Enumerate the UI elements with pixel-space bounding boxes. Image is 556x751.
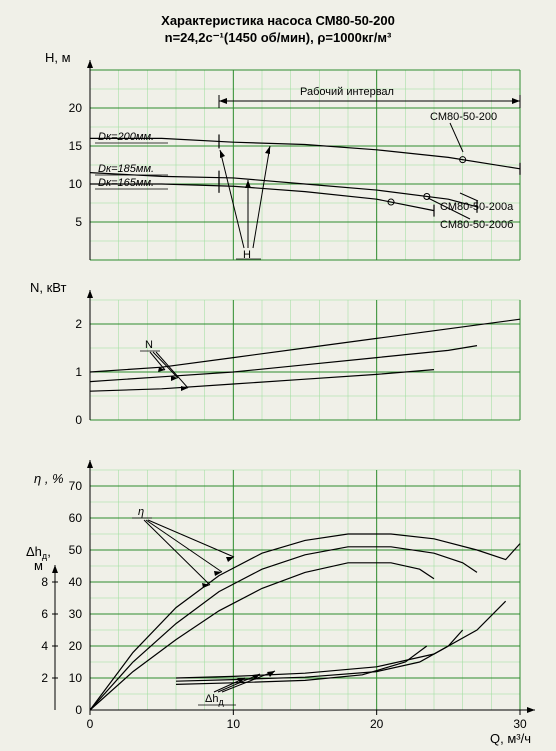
curve-label-200: СМ80-50-200 [430,111,497,123]
svg-text:1: 1 [75,365,82,379]
svg-text:60: 60 [69,511,83,525]
svg-text:10: 10 [69,177,83,191]
power-grid-major-h [90,324,520,420]
eff-grid-minor-v [90,470,520,710]
working-interval-label: Рабочий интервал [300,86,394,98]
svg-text:2: 2 [41,671,48,685]
svg-text:50: 50 [69,543,83,557]
impeller-165: Dк=165мм. [98,177,154,189]
svg-text:10: 10 [69,671,83,685]
svg-text:20: 20 [69,101,83,115]
impeller-200: Dк=200мм. [98,131,154,143]
eta-annot: η [138,506,144,518]
svg-text:10: 10 [227,717,241,731]
power-N-annot: N [145,339,153,351]
svg-text:5: 5 [75,215,82,229]
pump-chart: Характеристика насоса СМ80-50-200 n=24,2… [0,0,556,751]
power-grid-minor-v [90,300,520,420]
power-panel: 0 1 2 N, кВт N [30,280,520,427]
svg-text:0: 0 [75,413,82,427]
svg-text:30: 30 [513,717,527,731]
eta-y-arrow [87,460,93,468]
eta-y-label: η , % [34,471,64,486]
svg-text:8: 8 [41,575,48,589]
eff-grid-minor-h [90,470,520,710]
svg-text:40: 40 [69,575,83,589]
x-label: Q, м³/ч [490,731,531,746]
svg-text:0: 0 [75,703,82,717]
head-grid-minor-h [90,70,520,260]
title-line1: Характеристика насоса СМ80-50-200 [161,13,395,28]
svg-text:6: 6 [41,607,48,621]
head-panel: 5101520 H, м Рабочий интервал Dк=200мм. … [45,50,520,261]
svg-text:0: 0 [87,717,94,731]
head-y-ticks: 5 10 15 20 [69,101,83,229]
svg-text:2: 2 [75,317,82,331]
curve-label-200b: СМ80-50-200б [440,219,513,231]
power-y-arrow [87,290,93,298]
svg-text:70: 70 [69,479,83,493]
head-y-label: H, м [45,50,71,65]
title-line2: n=24,2с⁻¹(1450 об/мин), ρ=1000кг/м³ [165,30,392,45]
svg-text:4: 4 [41,639,48,653]
power-grid-minor-h [90,300,520,420]
impeller-185: Dк=185мм. [98,163,154,175]
chart-svg: Характеристика насоса СМ80-50-200 n=24,2… [0,0,556,751]
power-curves [90,319,520,391]
eff-panel: 010203040506070 η , % 2468 Δhд, м η Δhд [26,460,520,717]
x-ticks: 0 10 20 30 [87,710,527,731]
eff-grid-major-v [90,470,520,710]
curve-label-200a: СМ80-50-200а [440,201,514,213]
svg-text:15: 15 [69,139,83,153]
dh-y-unit: м [34,558,43,573]
svg-text:20: 20 [370,717,384,731]
working-interval: Рабочий интервал [219,86,520,108]
head-y-arrow [87,60,93,68]
power-y-label: N, кВт [30,280,67,295]
svg-text:20: 20 [69,639,83,653]
x-arrow [527,707,535,713]
eta-curves [90,534,520,710]
power-y-ticks: 0 1 2 [75,317,82,427]
svg-text:30: 30 [69,607,83,621]
dh-y-arrow [52,565,58,573]
power-grid-major-v [90,300,520,420]
eta-y-ticks: 0 10 20 30 40 50 60 70 [69,479,83,717]
